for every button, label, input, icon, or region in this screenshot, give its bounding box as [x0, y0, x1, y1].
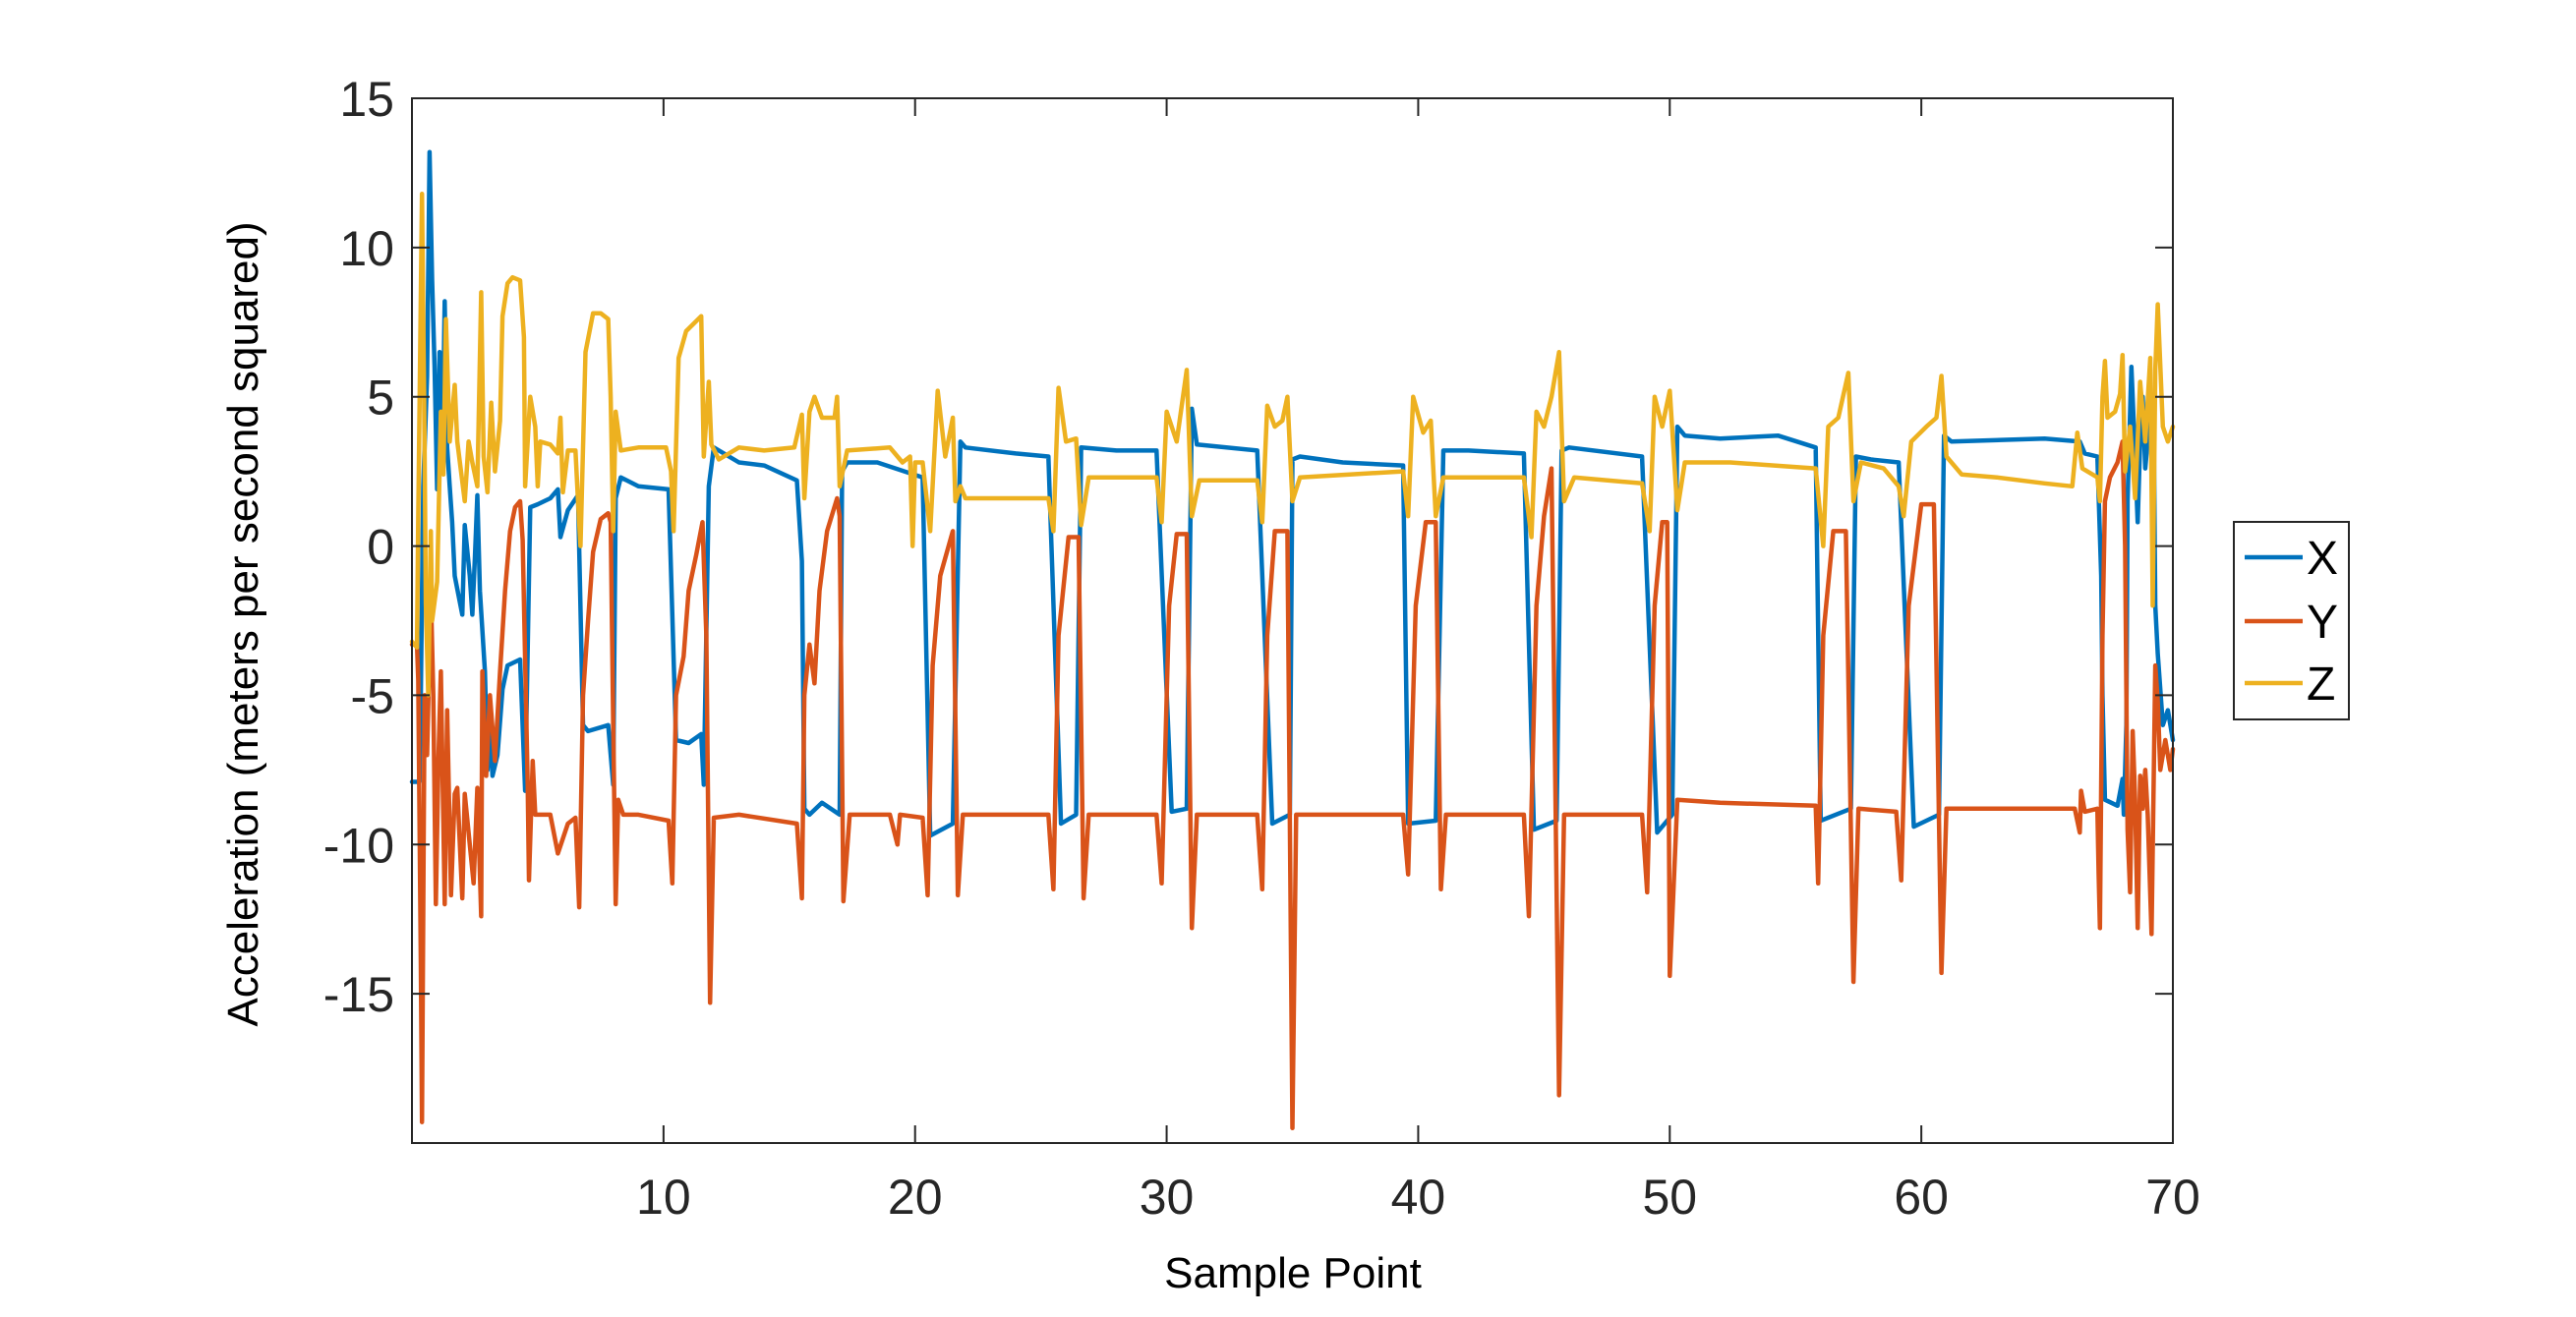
legend-label: Y — [2307, 597, 2338, 649]
x-tick-label: 70 — [2145, 1170, 2200, 1225]
y-tick-label: -10 — [323, 818, 394, 873]
legend-entries: XYZ — [2245, 533, 2338, 711]
legend-item-x[interactable]: X — [2245, 533, 2338, 585]
x-tick-labels: 10 20 30 40 50 60 70 — [636, 1170, 2200, 1225]
series-line-z — [409, 191, 2176, 698]
x-tick-label: 60 — [1894, 1170, 1949, 1225]
y-tick-labels: 15 10 5 0 -5 -10 -15 — [323, 72, 394, 1022]
y-tick-label: 15 — [339, 72, 394, 127]
y-tick-label: 5 — [367, 371, 394, 426]
legend-item-y[interactable]: Y — [2245, 597, 2338, 649]
x-tick-label: 10 — [636, 1170, 691, 1225]
x-tick-label: 50 — [1642, 1170, 1697, 1225]
legend-label: X — [2307, 533, 2338, 585]
y-tick-label: -5 — [351, 668, 394, 723]
x-tick-label: 20 — [888, 1170, 943, 1225]
series-line-y — [409, 439, 2176, 1131]
x-tick-label: 30 — [1140, 1170, 1195, 1225]
legend: XYZ — [2233, 521, 2350, 720]
plot-frame — [411, 97, 2174, 1144]
x-tick-label: 40 — [1391, 1170, 1446, 1225]
y-tick-label: 0 — [367, 520, 394, 575]
series-layer — [409, 149, 2176, 1131]
legend-item-z[interactable]: Z — [2245, 658, 2335, 711]
x-axis-label: Sample Point — [1164, 1249, 1422, 1297]
legend-label: Z — [2307, 658, 2335, 711]
y-tick-label: -15 — [323, 967, 394, 1022]
y-axis-label: Acceleration (meters per second squared) — [219, 221, 267, 1026]
y-tick-label: 10 — [339, 221, 394, 276]
